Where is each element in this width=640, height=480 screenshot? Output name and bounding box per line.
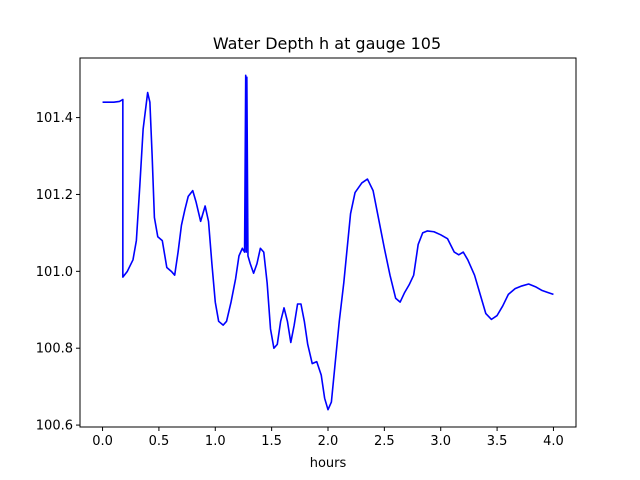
y-tick-label: 101.4 bbox=[36, 111, 73, 126]
x-tick-label: 0.0 bbox=[92, 434, 113, 449]
x-tick-label: 0.5 bbox=[149, 434, 170, 449]
x-tick-label: 4.0 bbox=[543, 434, 564, 449]
x-axis-ticks: 0.0 0.5 1.0 1.5 2.0 2.5 3.0 3.5 4.0 bbox=[92, 427, 564, 449]
series-line-0 bbox=[102, 74, 554, 411]
plot-series bbox=[102, 74, 554, 411]
x-tick-label: 2.0 bbox=[318, 434, 339, 449]
x-tick-label: 3.5 bbox=[487, 434, 508, 449]
x-axis-label: hours bbox=[310, 456, 347, 471]
y-tick-label: 101.0 bbox=[36, 265, 73, 280]
y-tick-label: 100.8 bbox=[36, 342, 73, 357]
x-tick-label: 2.5 bbox=[374, 434, 395, 449]
plot-frame bbox=[79, 57, 577, 428]
y-tick-label: 100.6 bbox=[36, 419, 73, 434]
x-tick-label: 3.0 bbox=[430, 434, 451, 449]
y-tick-label: 101.2 bbox=[36, 188, 73, 203]
y-axis-ticks: 100.6 100.8 101.0 101.2 101.4 bbox=[36, 111, 80, 434]
chart-title: Water Depth h at gauge 105 bbox=[213, 34, 441, 53]
x-tick-label: 1.5 bbox=[261, 434, 282, 449]
x-tick-label: 1.0 bbox=[205, 434, 226, 449]
